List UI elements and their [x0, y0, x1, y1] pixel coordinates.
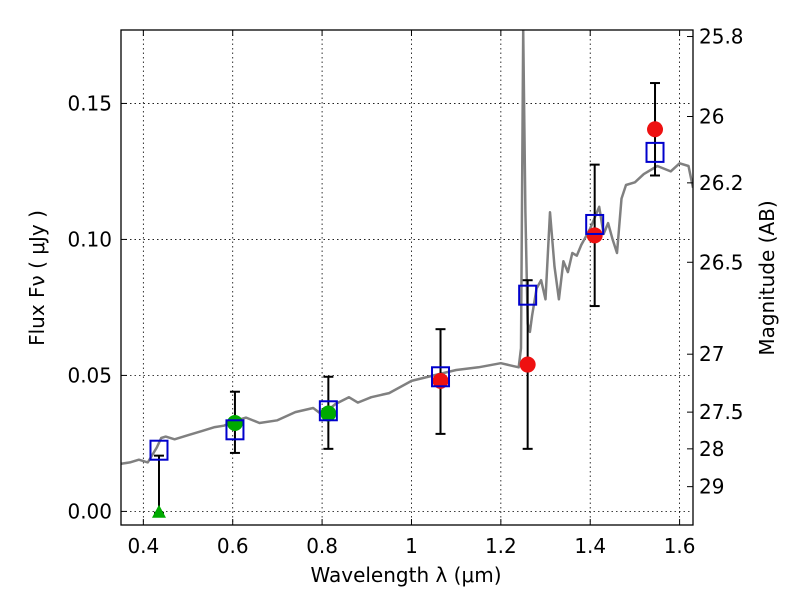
data-markers [149, 121, 665, 518]
right-tick-label: 27.5 [699, 400, 744, 424]
right-tick-label: 25.8 [699, 25, 744, 49]
x-tick-label: 1 [405, 534, 418, 558]
x-tick-label: 0.4 [127, 534, 159, 558]
model-photometry-square [585, 213, 605, 235]
error-bars [153, 82, 661, 514]
right-tick-label: 26.2 [699, 171, 744, 195]
right-tick-label: 28 [699, 437, 724, 461]
y-tick-label: 0.00 [67, 499, 112, 523]
y-axis-label-right: Magnitude (AB) [755, 200, 779, 355]
right-tick-label: 27 [699, 342, 724, 366]
model-photometry-square [645, 141, 665, 163]
y-tick-label: 0.05 [67, 363, 112, 387]
data-point-circle [320, 405, 337, 422]
x-axis-label: Wavelength λ (μm) [310, 563, 501, 587]
model-spectrum-line [121, 30, 693, 466]
x-tick-label: 1.4 [574, 534, 606, 558]
model-spectrum-layer [121, 30, 693, 466]
data-point-circle [432, 372, 449, 389]
y-tick-label: 0.15 [67, 91, 112, 115]
grid-lines [121, 30, 693, 525]
y-axis-label-left: Flux Fν ( μJy ) [25, 210, 49, 346]
data-point-circle [226, 415, 243, 432]
axis-ticks [121, 30, 693, 525]
model-photometry-square [518, 284, 538, 306]
upper-limit-triangle [151, 504, 166, 518]
plot-frame [120, 29, 694, 526]
model-photometry-square [318, 400, 338, 422]
model-photometry-square [149, 439, 169, 461]
x-tick-label: 1.6 [664, 534, 696, 558]
model-photometry-square [431, 366, 451, 388]
right-tick-label: 29 [699, 475, 724, 499]
right-tick-label: 26.5 [699, 250, 744, 274]
x-tick-label: 0.8 [306, 534, 338, 558]
tick-labels: 0.4 0.6 0.8 1 1.2 1.4 1.6 0.00 0.05 0.10 0.15 25.8 2… [67, 25, 743, 558]
x-tick-label: 0.6 [217, 534, 249, 558]
model-photometry-square [225, 419, 245, 441]
right-tick-label: 26 [699, 104, 724, 128]
data-point-circle [586, 227, 603, 244]
x-tick-label: 1.2 [485, 534, 517, 558]
data-point-circle [519, 356, 536, 373]
y-tick-label: 0.10 [67, 227, 112, 251]
data-point-circle [647, 121, 664, 138]
